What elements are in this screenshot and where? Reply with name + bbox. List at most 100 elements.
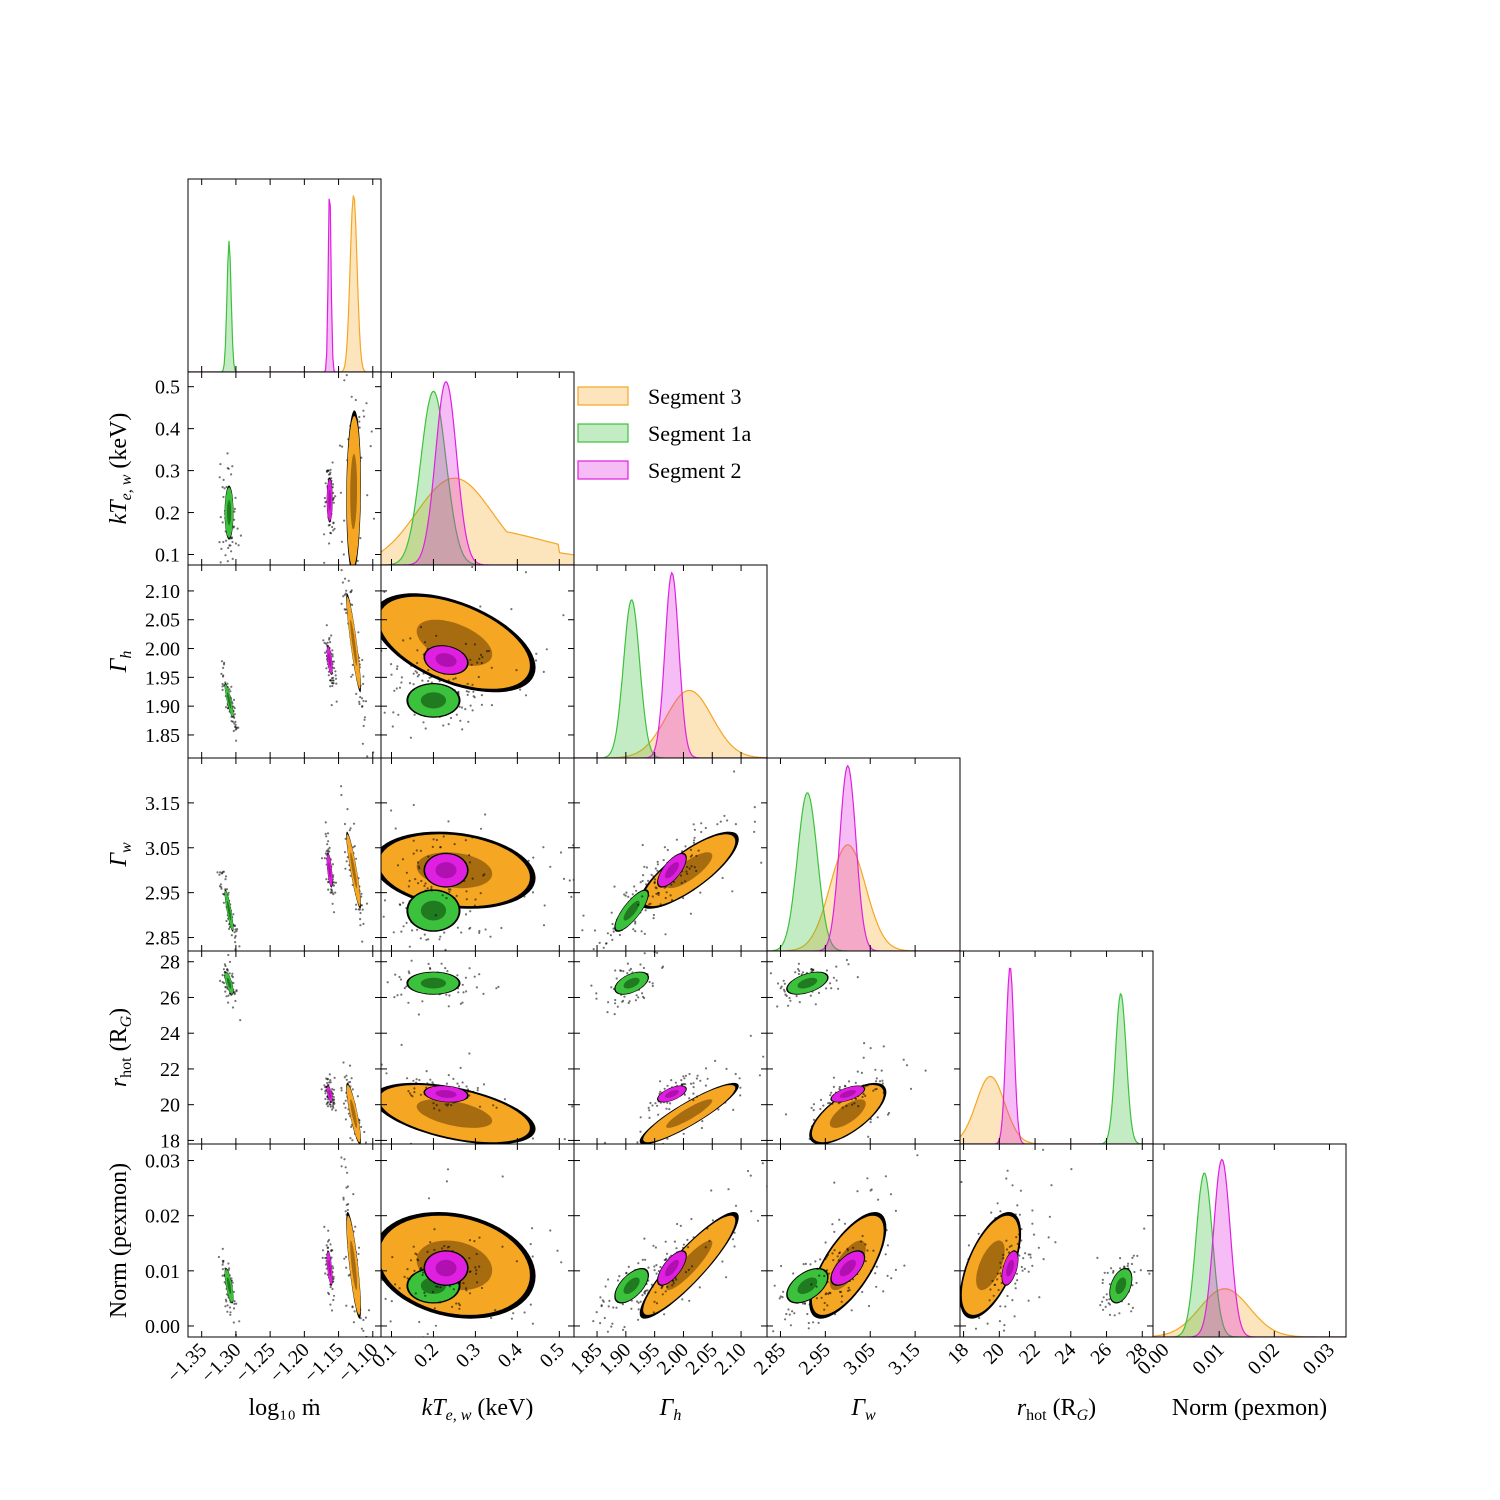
sample-point <box>464 1287 468 1290</box>
sample-point <box>232 526 235 529</box>
sample-point <box>838 1218 841 1221</box>
sample-point <box>495 1106 498 1109</box>
sample-point <box>233 510 236 513</box>
sample-point <box>418 1304 421 1307</box>
sample-point <box>867 1135 870 1138</box>
sample-point <box>833 1249 836 1252</box>
sample-point <box>652 1244 655 1247</box>
sample-point <box>1006 1169 1009 1172</box>
sample-point <box>810 1283 813 1286</box>
sample-point <box>568 879 571 882</box>
sample-point <box>487 649 491 653</box>
sample-point <box>415 849 418 852</box>
sample-point <box>437 676 440 679</box>
sample-point <box>423 641 427 644</box>
legend-label: Segment 1a <box>648 421 751 446</box>
contour-1sigma <box>328 862 331 879</box>
sample-point <box>221 682 224 686</box>
sample-point <box>230 934 233 937</box>
sample-point <box>477 959 479 961</box>
sample-point <box>684 1271 688 1274</box>
sample-point <box>569 1172 571 1174</box>
sample-point <box>334 584 336 586</box>
sample-point <box>455 894 458 898</box>
sample-point <box>824 1241 827 1244</box>
sample-point <box>684 1083 687 1086</box>
label-unit-end: ) <box>106 1008 132 1016</box>
sample-point <box>471 836 474 839</box>
sample-point <box>1031 1209 1034 1212</box>
sample-point <box>383 899 387 902</box>
sample-point <box>881 1082 884 1085</box>
sample-point <box>626 972 629 975</box>
sample-point <box>1020 1239 1023 1242</box>
sample-point <box>899 1141 901 1143</box>
density-segment-1a <box>769 958 859 1008</box>
sample-point <box>329 1105 332 1108</box>
sample-point <box>579 1177 581 1179</box>
sample-point <box>471 683 474 686</box>
sample-point <box>224 706 228 709</box>
sample-point <box>1131 1256 1134 1259</box>
sample-point <box>670 899 674 902</box>
sample-point <box>353 1310 356 1313</box>
sample-point <box>784 993 787 996</box>
contour-1sigma <box>328 489 331 511</box>
sample-point <box>953 1290 955 1292</box>
sample-point <box>635 994 638 997</box>
sample-point <box>326 567 328 569</box>
sample-point <box>342 1198 345 1201</box>
sample-point <box>330 1249 333 1253</box>
sample-point <box>228 927 231 931</box>
sample-point <box>827 1102 830 1105</box>
sample-point <box>446 1246 449 1249</box>
sample-point <box>1014 1287 1017 1290</box>
density-segment-2 <box>810 1229 890 1324</box>
contour-1sigma <box>420 692 446 709</box>
sample-point <box>227 1268 230 1272</box>
sample-point <box>653 1265 656 1268</box>
sample-point <box>415 671 419 674</box>
sample-point <box>769 1156 771 1158</box>
sample-point <box>354 908 358 911</box>
sample-point <box>233 722 236 725</box>
sample-point <box>732 1332 734 1334</box>
sample-point <box>1017 1233 1021 1236</box>
sample-point <box>1016 1242 1019 1245</box>
sample-point <box>357 1090 359 1092</box>
sample-point <box>884 1253 887 1256</box>
sample-point <box>325 849 328 853</box>
sample-point <box>438 679 441 683</box>
y-axis-label: Γh <box>106 651 135 674</box>
sample-point <box>343 1076 346 1079</box>
sample-point <box>224 878 227 881</box>
sample-point <box>827 1153 829 1155</box>
sample-point <box>465 990 468 993</box>
sample-point <box>468 1094 471 1097</box>
sample-point <box>641 895 644 898</box>
sample-point <box>680 1079 683 1082</box>
sample-point <box>998 1320 1002 1323</box>
sample-point <box>351 663 354 667</box>
sample-point <box>345 1304 348 1307</box>
sample-point <box>989 1288 992 1291</box>
sample-point <box>329 1243 332 1246</box>
sample-point <box>324 1090 327 1093</box>
panel-content <box>960 967 1153 1144</box>
sample-point <box>372 517 376 520</box>
x-tick-label: 2.85 <box>750 1339 790 1379</box>
sample-point <box>655 1302 659 1305</box>
sample-point <box>592 948 595 951</box>
x-tick-label: 0.2 <box>410 1339 443 1372</box>
sample-point <box>471 709 474 712</box>
sample-point <box>609 934 613 937</box>
sample-point <box>358 700 361 704</box>
sample-point <box>334 1109 337 1112</box>
sample-point <box>644 1290 647 1293</box>
x-tick-label: −1.15 <box>300 1339 348 1387</box>
sample-point <box>405 871 408 874</box>
sample-point <box>823 1308 826 1311</box>
sample-point <box>361 940 364 943</box>
